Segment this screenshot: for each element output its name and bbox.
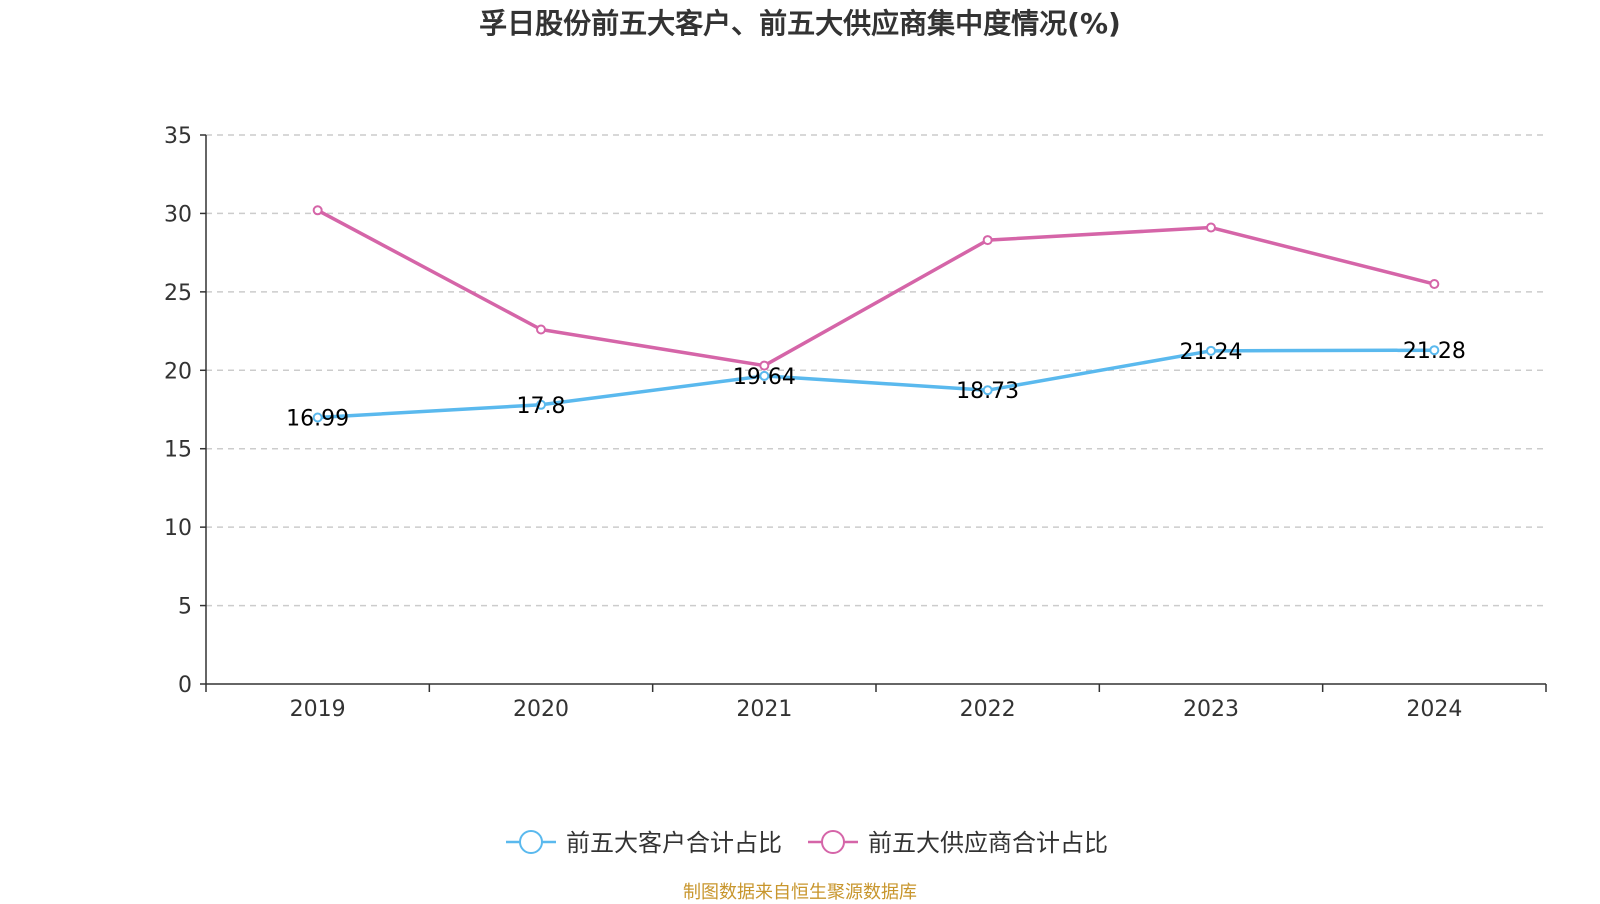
y-tick-label: 5 [178, 595, 192, 620]
x-tick-label: 2023 [1183, 697, 1239, 722]
legend-item-1[interactable]: 前五大客户合计占比 [506, 829, 782, 857]
data-label: 19.64 [733, 365, 796, 390]
legend-item-2[interactable]: 前五大供应商合计占比 [808, 829, 1108, 857]
x-tick-label: 2022 [960, 697, 1016, 722]
data-point [982, 235, 993, 246]
axes: 0 5 10 15 20 25 30 35 2019 2020 2021 2022 2023 2024 [164, 124, 1547, 722]
data-point [536, 324, 546, 335]
y-tick-label: 25 [164, 281, 192, 306]
data-point [536, 399, 546, 410]
y-tick-label: 30 [164, 202, 192, 227]
series-line-2 [316, 208, 1435, 368]
legend-circle-icon [519, 830, 543, 854]
data-label: 17.8 [517, 394, 566, 419]
data-point [1206, 222, 1216, 233]
data-point [1429, 279, 1440, 290]
legend-label: 前五大供应商合计占比 [868, 829, 1108, 857]
data-point [312, 412, 323, 423]
x-tick-label: 2019 [290, 697, 346, 722]
data-point [982, 385, 993, 396]
data-point [759, 370, 770, 381]
chart-title: 孚日股份前五大客户、前五大供应商集中度情况(%) [479, 7, 1121, 40]
x-tick-label: 2020 [513, 697, 569, 722]
data-point [1429, 345, 1440, 356]
line-chart: 0 5 10 15 20 25 30 35 2019 2020 2021 2022 2023 2024 1… [164, 124, 1547, 857]
x-tick-label: 2024 [1406, 697, 1462, 722]
data-point [759, 360, 770, 371]
grid-lines [206, 134, 1546, 607]
series-lines [312, 205, 1440, 423]
data-point [312, 205, 323, 216]
data-point [1206, 345, 1216, 356]
legend[interactable]: 前五大客户合计占比 前五大供应商合计占比 [506, 829, 1108, 857]
source-note: 制图数据来自恒生聚源数据库 [683, 882, 917, 903]
data-label: 18.73 [956, 379, 1019, 404]
legend-label: 前五大客户合计占比 [566, 829, 782, 857]
data-label: 16.99 [286, 406, 349, 431]
y-tick-label: 15 [164, 438, 192, 463]
y-tick-label: 20 [164, 359, 192, 384]
data-label: 21.28 [1403, 339, 1466, 364]
y-tick-label: 10 [164, 516, 192, 541]
data-labels: 16.99 17.8 19.64 18.73 21.24 21.28 [286, 339, 1466, 431]
y-tick-label: 0 [178, 673, 192, 698]
x-tick-label: 2021 [736, 697, 792, 722]
legend-circle-icon [821, 830, 845, 854]
series-line-1 [317, 348, 1435, 420]
data-label: 21.24 [1180, 340, 1243, 365]
y-tick-label: 35 [164, 124, 192, 149]
